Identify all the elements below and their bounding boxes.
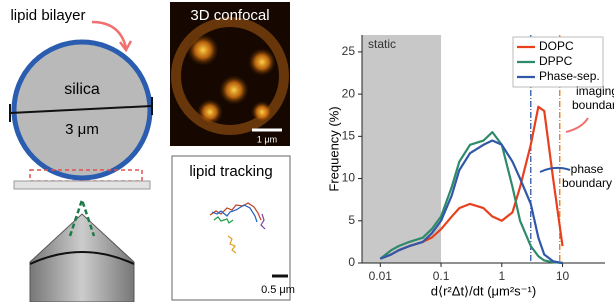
- annotation-arrow: [566, 118, 588, 132]
- confocal-label: 3D confocal: [190, 7, 269, 24]
- blob: [248, 48, 276, 76]
- blob: [197, 99, 223, 125]
- static-label: static: [368, 37, 396, 51]
- y-tick-label: 5: [348, 213, 355, 227]
- x-axis-label: d⟨r²Δt⟩/dt (μm²s⁻¹): [431, 283, 536, 298]
- size-label: 3 μm: [65, 121, 99, 138]
- x-tick-label: 10: [556, 269, 570, 283]
- annotation-arrow: [540, 168, 570, 172]
- static-region: [362, 35, 441, 263]
- coverslip: [14, 181, 150, 189]
- tracking-scale: 0.5 μm: [261, 284, 295, 296]
- page: {"diagram": {"bilayer_label": "lipid bil…: [0, 0, 614, 302]
- blob: [187, 34, 219, 66]
- legend-label: Phase-sep.: [539, 69, 600, 83]
- legend-label: DPPC: [539, 54, 573, 68]
- confocal-image: 3D confocal 1 μm: [170, 2, 290, 146]
- silica-label: silica: [64, 81, 100, 98]
- blob: [251, 101, 273, 123]
- boundary-label: imagingboundary: [572, 84, 614, 112]
- y-tick-label: 25: [342, 44, 356, 58]
- tracking-panel: lipid tracking 0.5 μm: [172, 156, 295, 300]
- y-tick-label: 20: [342, 86, 356, 100]
- y-tick-label: 15: [342, 129, 356, 143]
- confocal-scale: 1 μm: [257, 134, 277, 144]
- blob: [219, 75, 249, 105]
- x-tick-label: 0.01: [369, 269, 393, 283]
- particle-schematic: lipid bilayer silica 3 μm: [10, 7, 152, 302]
- figure: lipid bilayer silica 3 μm 3D confocal 1 …: [0, 0, 614, 302]
- x-tick-label: 0.1: [433, 269, 450, 283]
- y-tick-label: 10: [342, 171, 356, 185]
- y-tick-label: 0: [348, 255, 355, 269]
- legend-label: DOPC: [539, 39, 574, 53]
- tracking-label: lipid tracking: [189, 163, 272, 180]
- x-tick-label: 1: [498, 269, 505, 283]
- y-axis-label: Frequency (%): [326, 106, 341, 191]
- bilayer-label: lipid bilayer: [10, 7, 85, 24]
